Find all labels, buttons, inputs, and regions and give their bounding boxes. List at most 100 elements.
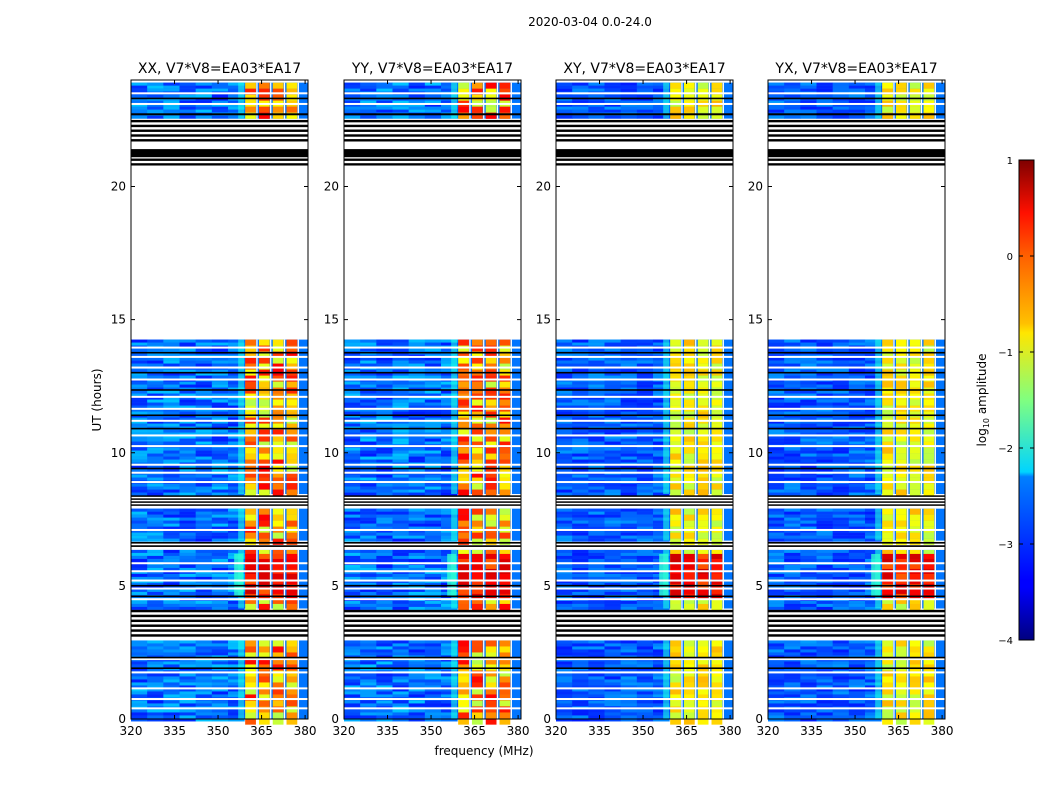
noise-cell	[131, 369, 148, 373]
noise-cell	[392, 679, 410, 683]
noise-cell	[588, 342, 605, 346]
flag-white	[131, 463, 308, 466]
noise-cell	[227, 529, 245, 533]
band-cell	[909, 652, 921, 659]
noise-cell	[848, 369, 866, 373]
band-cell	[272, 670, 284, 677]
noise-cell	[800, 88, 817, 92]
noise-cell	[227, 603, 245, 607]
noise-cell	[211, 489, 229, 493]
rfi-cell	[670, 553, 681, 560]
noise-cell	[408, 718, 426, 722]
noise-cell	[636, 549, 654, 553]
noise-cell	[195, 408, 213, 412]
band-cell	[245, 532, 256, 539]
noise-cell	[360, 375, 377, 379]
noise-cell	[620, 652, 638, 656]
noise-cell	[392, 115, 410, 119]
noise-cell	[832, 676, 850, 680]
noise-cell	[636, 570, 654, 574]
noise-cell	[864, 532, 882, 536]
noise-cell	[424, 423, 442, 427]
noise-cell	[588, 676, 605, 680]
band-cell	[458, 520, 469, 527]
noise-cell	[800, 514, 817, 518]
noise-cell	[195, 526, 213, 530]
noise-cell	[652, 606, 670, 610]
band-cell	[683, 423, 695, 430]
noise-cell	[604, 688, 622, 692]
band-cell	[258, 603, 270, 611]
band-cell	[286, 597, 298, 605]
noise-cell	[556, 514, 573, 518]
band-cell	[499, 447, 511, 454]
noise-cell	[620, 390, 638, 394]
noise-cell	[588, 414, 605, 418]
noise-cell	[179, 585, 197, 589]
band-cell	[286, 357, 298, 364]
noise-cell	[832, 529, 850, 533]
noise-cell	[424, 679, 442, 683]
noise-cell	[864, 712, 882, 716]
noise-cell	[392, 456, 410, 460]
noise-cell	[392, 381, 410, 385]
noise-cell	[604, 646, 622, 650]
band-cell	[258, 453, 270, 460]
band-cell	[258, 646, 270, 653]
band-cell	[923, 453, 935, 460]
noise-cell	[195, 652, 213, 656]
noise-cell	[636, 676, 654, 680]
noise-cell	[572, 474, 589, 478]
noise-cell	[179, 523, 197, 527]
flag-stripe	[131, 504, 308, 506]
noise-cell	[392, 576, 410, 580]
rfi-cell	[245, 573, 256, 580]
band-cell	[697, 514, 709, 521]
noise-cell	[147, 390, 164, 394]
noise-cell	[784, 585, 801, 589]
band-cell	[697, 399, 709, 406]
noise-cell	[556, 384, 573, 388]
noise-cell	[344, 676, 361, 680]
noise-cell	[344, 570, 361, 574]
noise-cell	[392, 700, 410, 704]
noise-cell	[636, 688, 654, 692]
noise-cell	[572, 529, 589, 533]
noise-cell	[556, 94, 573, 98]
noise-cell	[360, 643, 377, 647]
band-cell	[258, 658, 270, 665]
noise-cell	[848, 712, 866, 716]
noise-cell	[832, 532, 850, 536]
noise-cell	[408, 549, 426, 553]
noise-cell	[163, 718, 180, 722]
noise-cell	[652, 435, 670, 439]
noise-cell	[440, 438, 458, 442]
band-cell	[485, 688, 497, 695]
noise-cell	[636, 465, 654, 469]
band-cell	[670, 429, 681, 436]
band-cell	[895, 435, 907, 442]
band-cell	[909, 339, 921, 346]
noise-cell	[864, 447, 882, 451]
band-cell	[711, 670, 723, 677]
band-cell	[499, 597, 511, 605]
noise-cell	[424, 709, 442, 713]
band-cell	[697, 640, 709, 647]
noise-cell	[147, 384, 164, 388]
noise-cell	[864, 405, 882, 409]
band-cell	[499, 652, 511, 659]
noise-cell	[604, 88, 622, 92]
noise-cell	[556, 489, 573, 493]
noise-cell	[572, 538, 589, 542]
flag-white	[344, 395, 521, 398]
noise-cell	[408, 552, 426, 556]
band-cell	[499, 477, 511, 484]
noise-cell	[768, 109, 785, 113]
noise-cell	[424, 432, 442, 436]
flag-white	[768, 355, 945, 358]
noise-cell	[376, 414, 393, 418]
flag-black	[556, 595, 733, 598]
noise-cell	[211, 703, 229, 707]
noise-cell	[360, 582, 377, 586]
